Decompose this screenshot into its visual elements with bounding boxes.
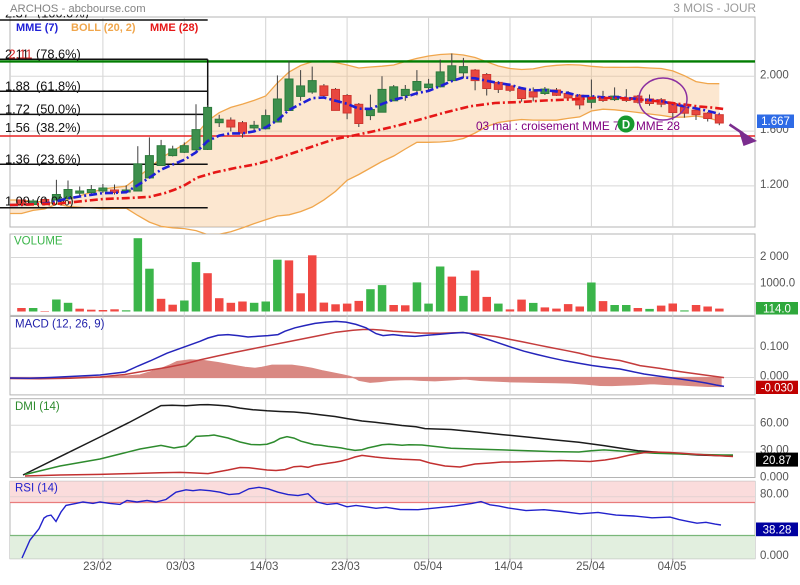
svg-text:23/03: 23/03 <box>331 561 360 573</box>
svg-text:04/05: 04/05 <box>658 561 687 573</box>
svg-text:2 000: 2 000 <box>760 251 789 263</box>
svg-text:14/04: 14/04 <box>494 561 523 573</box>
svg-text:MACD (12, 26, 9): MACD (12, 26, 9) <box>15 319 105 331</box>
svg-text:38.28: 38.28 <box>763 525 792 537</box>
svg-text:0.100: 0.100 <box>760 341 789 353</box>
svg-text:(61.8%): (61.8%) <box>36 79 81 94</box>
svg-text:20.87: 20.87 <box>763 455 792 467</box>
svg-text:-0.030: -0.030 <box>761 383 794 395</box>
svg-text:1.72: 1.72 <box>5 102 30 117</box>
svg-text:(0.0%): (0.0%) <box>36 194 74 209</box>
svg-text:VOLUME: VOLUME <box>14 236 63 248</box>
svg-text:2.11: 2.11 <box>5 47 29 62</box>
svg-text:(50.0%): (50.0%) <box>36 102 81 117</box>
svg-text:2.11: 2.11 <box>9 47 33 62</box>
svg-text:25/04: 25/04 <box>576 561 605 573</box>
svg-text:14/03: 14/03 <box>250 561 279 573</box>
svg-text:60.00: 60.00 <box>760 418 789 430</box>
svg-text:MME (28): MME (28) <box>150 22 199 34</box>
svg-text:0.000: 0.000 <box>760 371 789 383</box>
svg-text:(38.2%): (38.2%) <box>36 120 81 135</box>
svg-text:0.000: 0.000 <box>760 550 789 562</box>
svg-text:1.56: 1.56 <box>5 120 30 135</box>
svg-text:80.00: 80.00 <box>760 488 789 500</box>
svg-text:(78.6%): (78.6%) <box>36 47 81 62</box>
svg-text:23/02: 23/02 <box>83 561 112 573</box>
svg-text:03 mai : croisement MME 7 et M: 03 mai : croisement MME 7 et MME 28 <box>476 119 680 133</box>
svg-text:(23.6%): (23.6%) <box>36 152 81 167</box>
svg-text:1.36: 1.36 <box>5 152 30 167</box>
svg-text:DMI (14): DMI (14) <box>15 401 60 413</box>
svg-text:1000.0: 1000.0 <box>760 278 795 290</box>
svg-text:1.667: 1.667 <box>761 116 790 128</box>
svg-text:BOLL (20, 2): BOLL (20, 2) <box>71 22 136 34</box>
svg-text:D: D <box>622 120 630 132</box>
svg-text:MME (7): MME (7) <box>16 22 59 34</box>
svg-text:0.000: 0.000 <box>760 472 789 484</box>
svg-text:RSI (14): RSI (14) <box>15 483 58 495</box>
svg-text:05/04: 05/04 <box>414 561 443 573</box>
svg-text:2.37 (100.0%): 2.37 (100.0%) <box>5 6 89 21</box>
svg-text:1.200: 1.200 <box>760 179 789 191</box>
svg-text:1.88: 1.88 <box>5 79 30 94</box>
svg-text:1.09: 1.09 <box>5 194 30 209</box>
svg-text:03/03: 03/03 <box>166 561 195 573</box>
svg-text:2.000: 2.000 <box>760 70 789 82</box>
svg-text:114.0: 114.0 <box>763 303 791 315</box>
svg-text:3 MOIS - JOUR: 3 MOIS - JOUR <box>673 1 756 15</box>
svg-text:ARCHOS - abcbourse.com: ARCHOS - abcbourse.com <box>10 3 146 15</box>
